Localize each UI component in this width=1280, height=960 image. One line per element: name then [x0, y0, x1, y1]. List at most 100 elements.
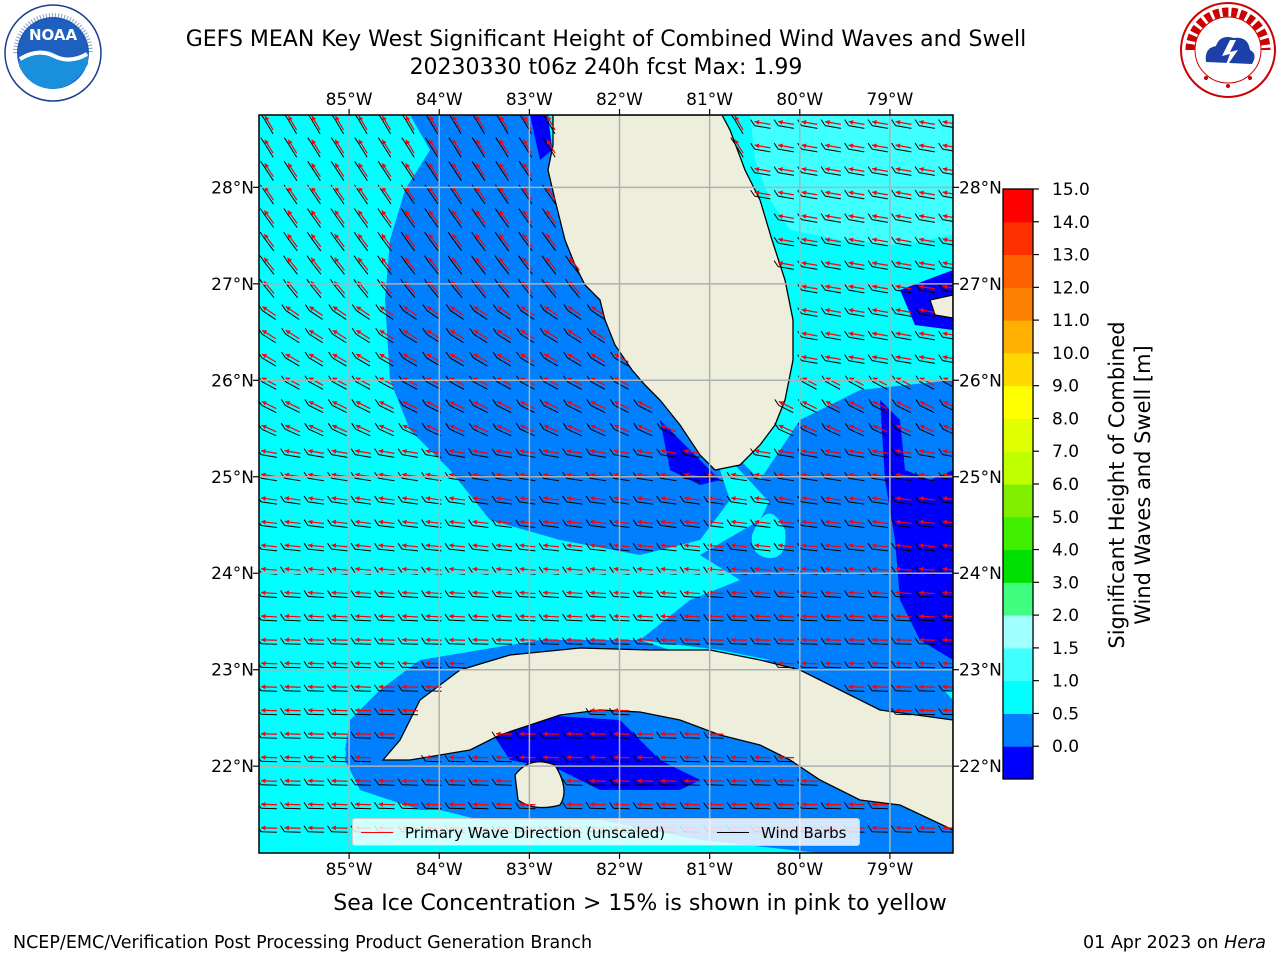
wind-barb-flag [938, 422, 944, 430]
wave-arrow-head [825, 331, 830, 337]
wind-barb-flag [377, 231, 383, 239]
wave-arrow-head [358, 234, 363, 240]
wave-arrow-head [919, 355, 924, 360]
wave-arrow-head [428, 210, 434, 216]
wind-barb-flag [609, 542, 614, 550]
wave-arrow-head [825, 120, 830, 125]
wave-arrow-head [637, 424, 643, 430]
wave-arrow-head [332, 424, 338, 430]
wind-barb-flag [563, 327, 569, 335]
wave-arrow-head [405, 234, 410, 240]
wind-barb [754, 501, 771, 505]
wind-barb-flag [283, 255, 288, 262]
wind-barb-flag [586, 422, 592, 430]
wind-barb [334, 167, 345, 181]
wave-arrow-head [476, 163, 481, 169]
wind-barb-flag [303, 495, 309, 503]
wind-barb-flag [374, 519, 379, 526]
wind-barb-flag [679, 566, 685, 574]
wave-arrow-head [613, 590, 619, 596]
wind-barb-flag [891, 236, 897, 244]
wind-barb [428, 167, 439, 181]
wind-barb [683, 595, 701, 599]
wave-arrow-head [895, 519, 901, 525]
colorbar-tick-label: 1.0 [1052, 672, 1079, 692]
wind-barb-flag [468, 399, 474, 406]
wind-barb [310, 261, 322, 275]
wind-barb [264, 143, 274, 158]
wave-arrow-head [426, 330, 432, 335]
wind-barb [872, 125, 888, 129]
wind-barb [754, 125, 771, 129]
colorbar-tick-label: 10.0 [1052, 344, 1090, 364]
wind-barb [567, 428, 582, 437]
wind-barb-flag [609, 495, 614, 503]
wave-arrow-head [381, 234, 387, 240]
wind-barb-flag [374, 422, 380, 430]
wind-barb-flag [938, 566, 943, 574]
wind-barb-flag [844, 330, 850, 338]
wind-barb [378, 595, 395, 599]
wave-arrow-head [544, 306, 550, 311]
wave-arrow-head [590, 543, 595, 549]
wave-arrow-head [802, 401, 808, 406]
wind-barb [542, 595, 560, 599]
wind-barb-flag [609, 422, 615, 430]
wave-arrow-head [801, 190, 807, 196]
wave-arrow-head [261, 590, 266, 596]
wind-barb-flag [938, 142, 944, 150]
wind-barb-flag [820, 590, 826, 597]
wind-barb-flag [471, 161, 477, 168]
wave-arrow-head [825, 496, 830, 501]
wave-arrow-head [567, 401, 573, 406]
wind-barb-flag [471, 231, 477, 239]
wind-barb [519, 501, 536, 505]
wind-barb-flag [539, 422, 545, 430]
wave-arrow-head [942, 284, 948, 290]
wave-arrow-head [452, 139, 458, 145]
wind-barb-flag [867, 189, 873, 197]
wave-arrow-head [449, 519, 454, 525]
wind-barb-flag [820, 142, 826, 150]
wave-arrow-head [287, 234, 293, 240]
wave-arrow-head [919, 167, 924, 172]
wind-barb [872, 405, 888, 413]
wind-barb-flag [844, 590, 849, 597]
wind-barb-flag [327, 613, 332, 621]
wave-arrow-head [332, 330, 338, 335]
wave-arrow-head [426, 424, 432, 430]
wind-barb [475, 261, 486, 275]
wave-arrow-head [801, 143, 807, 149]
colorbar-swatch [1003, 221, 1033, 256]
wind-barb [542, 548, 560, 552]
wind-barb [872, 477, 888, 482]
footer-credit: NCEP/EMC/Verification Post Processing Pr… [13, 933, 593, 953]
wind-barb [942, 548, 953, 551]
wind-barb-flag [820, 236, 826, 244]
wind-barb [777, 548, 795, 552]
wave-arrow-head [308, 401, 314, 406]
wind-barb [543, 381, 559, 390]
wind-barb [260, 548, 278, 552]
wind-barb-flag [679, 542, 685, 550]
wind-barb [404, 261, 416, 275]
wind-barb [637, 454, 653, 458]
wind-barb-flag [938, 330, 944, 338]
wind-barb-flag [280, 590, 285, 597]
wave-arrow-head [660, 543, 666, 549]
wave-arrow-head [264, 210, 269, 216]
wave-arrow-head [637, 519, 642, 525]
wave-arrow-head [356, 330, 362, 335]
wind-barb [402, 381, 418, 390]
wave-arrow-head [801, 449, 807, 454]
wave-arrow-head [591, 306, 597, 311]
wind-barb-flag [938, 166, 944, 173]
wind-barb-flag [515, 590, 520, 597]
wave-arrow-head [450, 330, 456, 335]
wave-arrow-head [566, 496, 572, 501]
wind-barb [405, 190, 415, 205]
wind-barb-flag [260, 137, 266, 144]
wave-arrow-head [449, 401, 455, 406]
wind-barb-flag [515, 519, 520, 526]
wind-barb [285, 428, 300, 437]
